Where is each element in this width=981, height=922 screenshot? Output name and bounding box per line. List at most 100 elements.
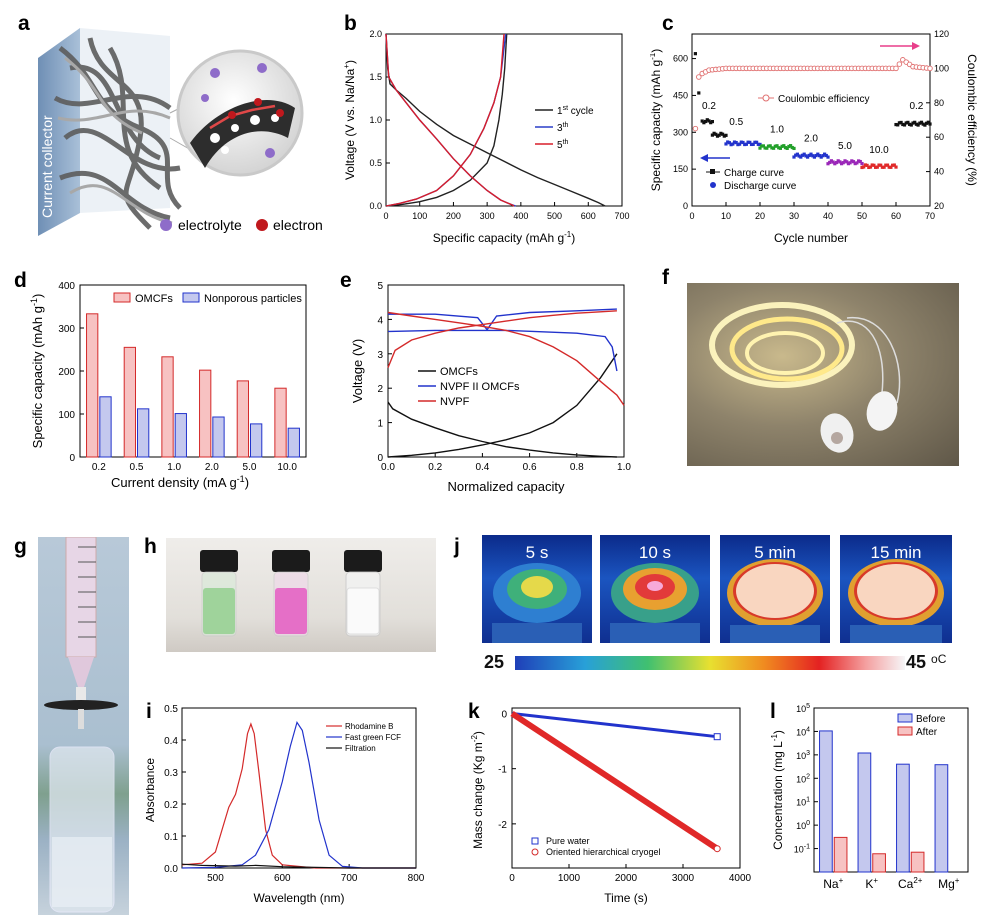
panel-c-ylabel-left: Specific capacity (mAh g-1) [650, 49, 663, 192]
panel-k-x-ticks: 0 1000 2000 3000 4000 [509, 864, 752, 884]
panel-c-capacity-point [790, 145, 794, 150]
panel-c-capacity-point [816, 152, 820, 156]
panel-c-capacity-point [858, 159, 862, 164]
panel-i-curves [181, 720, 416, 869]
panel-c-capacity-point [753, 140, 757, 144]
panel-c-capacity-point [882, 165, 886, 169]
panel-k-x-tick-label: 4000 [729, 873, 752, 884]
panel-l-x-tick-label: Ca2+ [898, 876, 923, 891]
panel-k-y-ticks: 0 -1 -2 [498, 710, 516, 831]
panel-c-capacity-point [751, 142, 755, 146]
panel-i-x-tick-label: 800 [408, 873, 425, 884]
panel-i-x-tick-label: 500 [207, 873, 224, 884]
panel-c-rate-label: 10.0 [869, 145, 889, 156]
panel-c-x-tick-label: 10 [721, 211, 731, 221]
panel-c-capacity-point [862, 165, 866, 169]
panel-b-x-tick-label: 0 [383, 211, 388, 221]
panel-c-rate-labels: 0.2 0.5 1.0 2.0 5.0 10.0 0.2 [702, 101, 924, 156]
panel-l-bar-before [857, 752, 872, 873]
panel-d-bar-omcfs [86, 313, 99, 458]
panel-k-y-tick-label: 0 [501, 710, 507, 721]
panel-c-capacity-point [777, 146, 781, 150]
panel-c-coulombic-points [692, 57, 933, 132]
panel-c-capacity-point [906, 120, 910, 124]
panel-c-capacity-point [814, 153, 818, 158]
panel-f-photo [687, 283, 959, 466]
electrolyte-legend-label: electrolyte [178, 217, 242, 233]
panel-c-capacity-point [868, 165, 873, 169]
panel-c-ce-legend: Coulombic efficiency [778, 94, 870, 105]
panel-b-charge-curve [385, 33, 508, 207]
panel-c-capacity-point [853, 162, 857, 166]
panel-i-x-tick-label: 700 [341, 873, 358, 884]
panel-b-frame [385, 33, 623, 207]
panel-e-x-tick-label: 0.4 [475, 462, 489, 473]
panel-b-x-tick-label: 500 [547, 211, 562, 221]
panel-c-capacity-point [904, 121, 908, 125]
panel-c-capacity-point [804, 154, 808, 158]
panel-c-capacity-point [761, 144, 765, 148]
panel-c-capacity-point [902, 123, 907, 127]
panel-l-x-ticks: Na+ K+ Ca2+ Mg+ [823, 876, 960, 891]
panel-c-capacity-point [899, 120, 903, 125]
panel-c-capacity-point [729, 143, 733, 147]
panel-b-y-tick-label: 1.5 [369, 72, 382, 82]
panel-label-c: c [662, 12, 674, 35]
panel-i-legend-filtration: Filtration [345, 744, 376, 753]
panel-c-capacity-point [896, 123, 900, 127]
panel-e-curve [388, 329, 618, 372]
panel-c-capacity-point [921, 122, 925, 126]
panel-b-charge-curve [385, 33, 505, 207]
panel-label-l: l [770, 700, 776, 723]
panel-c-capacity-point [879, 163, 883, 167]
panel-l-x-tick-label: Na+ [823, 876, 843, 891]
panel-d-y-ticks: 0 100 200 300 400 [58, 281, 84, 464]
panel-c-capacity-point [726, 140, 730, 144]
panel-c-ce-point [896, 61, 903, 67]
panel-e-x-tick-label: 0.0 [381, 462, 395, 473]
panel-c-capacity-point [834, 160, 839, 165]
panel-c-capacity-point [840, 162, 844, 166]
panel-c-capacity-point [875, 165, 879, 169]
panel-d-bars [86, 313, 300, 458]
panel-c-capacity-point [885, 163, 890, 167]
panel-j-thermal-2: 10 s [600, 535, 710, 643]
panel-c-capacity-point [792, 155, 796, 159]
panel-c-capacity-point [887, 165, 891, 169]
panel-c-capacity-point [704, 119, 708, 124]
panel-k-x-tick-label: 0 [509, 873, 515, 884]
panel-label-i: i [146, 700, 152, 723]
panel-c-capacity-point [741, 140, 745, 145]
panel-j-thermal-4: 15 min [840, 535, 952, 643]
panel-c-x-tick-label: 30 [789, 211, 799, 221]
panel-c-capacity-point [693, 52, 697, 56]
panel-c-capacity-point [891, 163, 895, 167]
panel-c-capacity-point [923, 123, 927, 127]
panel-i-legend-rhodamine: Rhodamine B [345, 722, 393, 731]
panel-c-capacity-point [721, 132, 725, 136]
panel-b-discharge-curve [385, 33, 517, 207]
panel-i-ylabel: Absorbance [146, 758, 157, 822]
panel-c-capacity-point [746, 140, 750, 144]
panel-k-x-tick-label: 2000 [615, 873, 638, 884]
panel-b-y-tick-label: 0.5 [369, 158, 382, 168]
panel-c-rate-label: 1.0 [770, 124, 784, 135]
panel-label-e: e [340, 269, 352, 292]
panel-d-bar-omcfs [123, 346, 136, 458]
panel-c-frame [691, 33, 931, 207]
panel-k-cryogel-end-point [713, 845, 721, 853]
panel-c-capacity-point [914, 122, 918, 126]
panel-i-chart: 500 600 700 800 0.0 0.1 0.2 0.3 0.4 0.5 Rhodamin… [146, 704, 425, 905]
panel-l-ylabel: Concentration (mg L-1) [770, 730, 785, 850]
panel-c-capacity-point [710, 133, 714, 137]
panel-c-capacity-point [707, 119, 711, 123]
panel-i-curve [181, 863, 416, 869]
panel-c-capacity-point [778, 146, 782, 150]
panel-j-thermal-3: 5 min [720, 535, 830, 643]
panel-c-y-right-tick-label: 40 [934, 167, 944, 177]
panel-k-x-tick-label: 1000 [558, 873, 581, 884]
panel-c-capacity-point [714, 132, 718, 136]
panel-e-chart: 0.0 0.2 0.4 0.6 0.8 1.0 0 1 2 3 4 5 OMCFs NVPF II … [350, 281, 631, 494]
panel-c-ylabel-right: Coulombic efficiency (%) [965, 54, 979, 186]
